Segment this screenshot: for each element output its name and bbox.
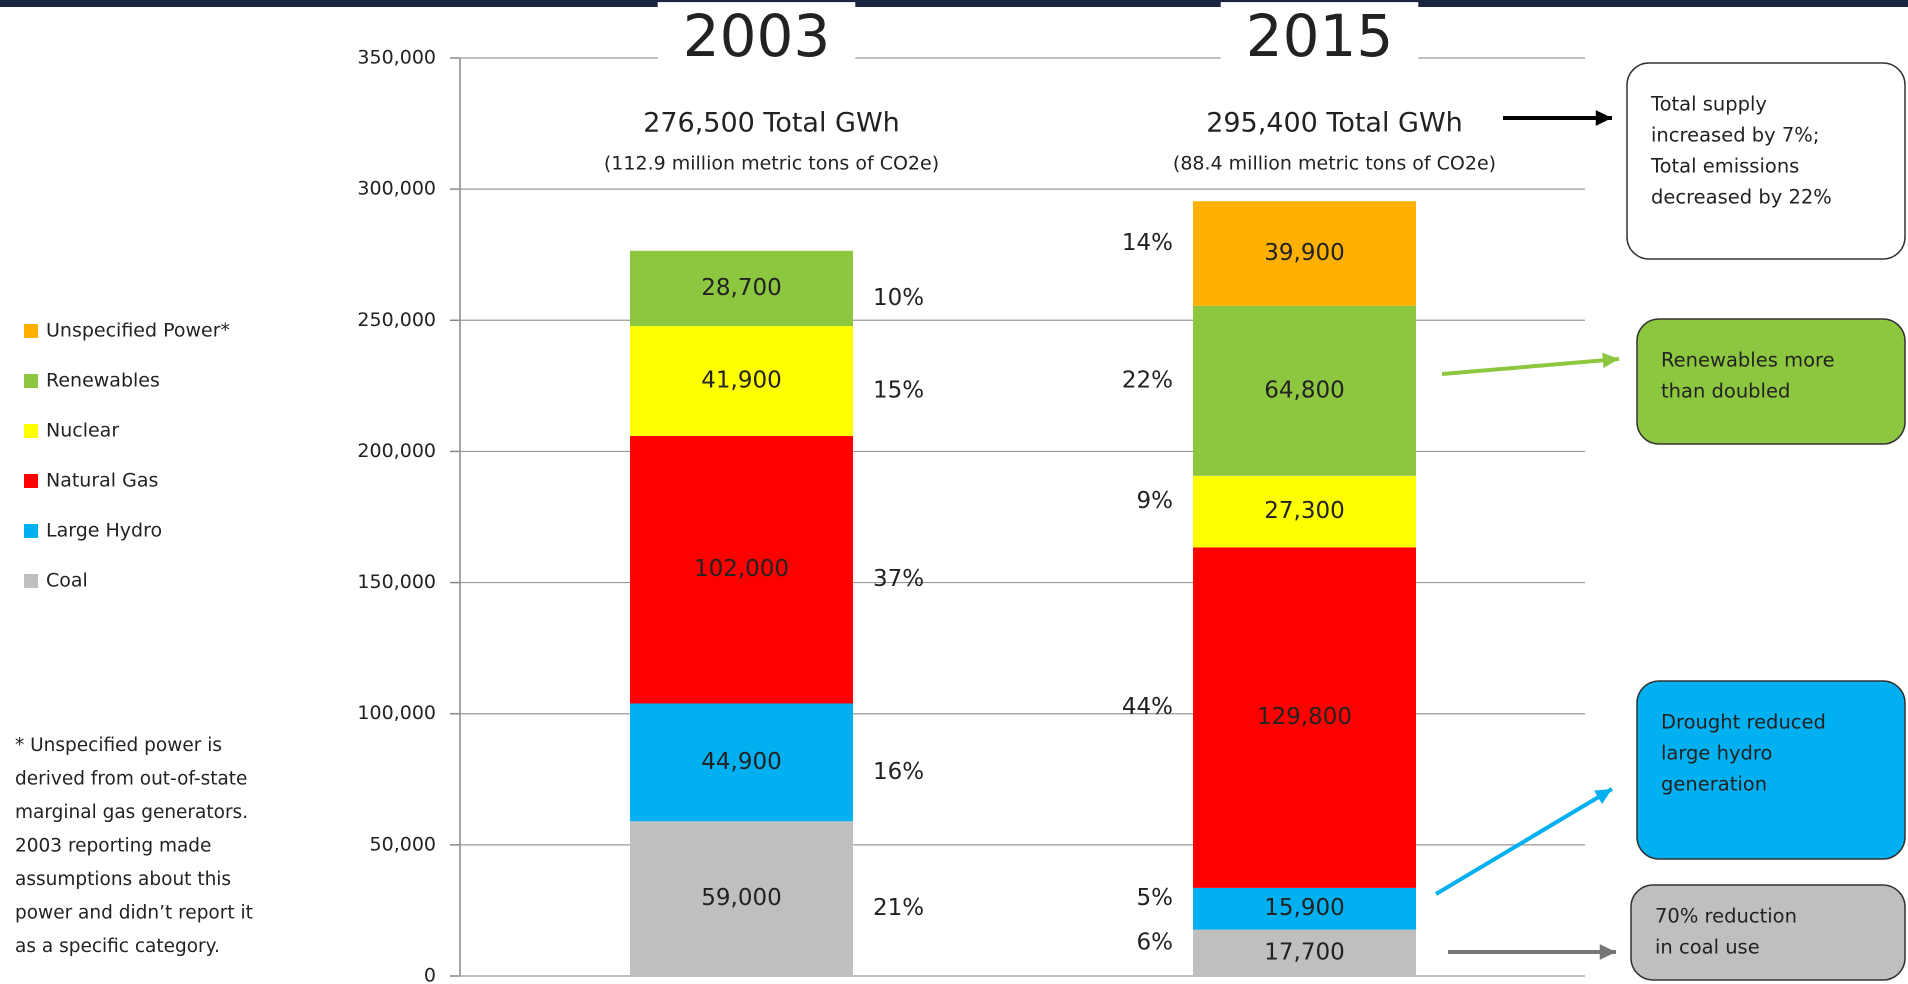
- y-tick-label: 50,000: [370, 833, 436, 855]
- annotation-text: Renewables more: [1661, 349, 1835, 372]
- bar-segment: [630, 821, 853, 976]
- value-label: 59,000: [701, 885, 781, 911]
- annotation-text: decreased by 22%: [1651, 186, 1832, 209]
- arrow-head: [1599, 944, 1616, 960]
- share-label: 21%: [873, 895, 924, 921]
- value-label: 102,000: [694, 556, 789, 582]
- y-tick-label: 350,000: [357, 47, 436, 69]
- share-label: 9%: [1137, 488, 1174, 514]
- value-label: 27,300: [1264, 498, 1344, 524]
- value-label: 39,900: [1264, 240, 1344, 266]
- annotation-box: [1636, 680, 1906, 860]
- bar-segment: [630, 250, 853, 327]
- annotation-box: [1636, 318, 1906, 445]
- arrow-head: [1594, 789, 1612, 805]
- share-label: 5%: [1137, 885, 1174, 911]
- y-tick-label: 250,000: [357, 309, 436, 331]
- bar-segment: [630, 703, 853, 822]
- value-label: 44,900: [701, 749, 781, 775]
- value-label: 41,900: [701, 368, 781, 394]
- category-subtitle: (112.9 million metric tons of CO2e): [604, 153, 939, 175]
- share-label: 15%: [873, 378, 924, 404]
- share-label: 16%: [873, 759, 924, 785]
- share-label: 22%: [1122, 367, 1173, 393]
- footnote: assumptions about this: [15, 869, 231, 890]
- category-subtitle: (88.4 million metric tons of CO2e): [1173, 153, 1496, 175]
- annotation-text: in coal use: [1655, 936, 1760, 959]
- arrow-line: [1434, 787, 1614, 896]
- category-subtitle: 276,500 Total GWh: [643, 108, 900, 139]
- top-border: [0, 0, 1908, 7]
- share-label: 14%: [1122, 230, 1173, 256]
- annotation-text: increased by 7%;: [1651, 124, 1819, 147]
- footnote: * Unspecified power is: [15, 735, 222, 756]
- bar-segment: [1193, 305, 1416, 476]
- share-label: 6%: [1137, 929, 1174, 955]
- legend-swatch: [24, 324, 38, 338]
- legend-swatch: [24, 474, 38, 488]
- category-subtitle: 295,400 Total GWh: [1206, 108, 1463, 139]
- y-tick-label: 200,000: [357, 440, 436, 462]
- legend-swatch: [24, 424, 38, 438]
- annotation-text: 70% reduction: [1655, 905, 1797, 928]
- y-tick-label: 0: [424, 965, 436, 984]
- legend-label: Nuclear: [46, 420, 119, 442]
- annotation-text: Total supply: [1650, 93, 1767, 116]
- arrow-line: [1441, 357, 1620, 376]
- value-label: 17,700: [1264, 939, 1344, 965]
- value-label: 15,900: [1264, 895, 1344, 921]
- legend-swatch: [24, 524, 38, 538]
- footnote: marginal gas generators.: [15, 802, 248, 823]
- bar-segment: [1193, 929, 1416, 976]
- legend-label: Coal: [46, 570, 88, 592]
- annotation-text: Total emissions: [1650, 155, 1799, 178]
- footnote: derived from out-of-state: [15, 769, 247, 790]
- annotation-box: [1630, 884, 1906, 981]
- annotation-text: Drought reduced: [1661, 711, 1826, 734]
- legend-label: Renewables: [46, 370, 160, 392]
- category-label: 2015: [1246, 2, 1394, 70]
- legend-label: Unspecified Power*: [46, 320, 230, 342]
- footnote: 2003 reporting made: [15, 836, 211, 857]
- bar-segment: [630, 435, 853, 704]
- share-label: 10%: [873, 285, 924, 311]
- footnote: as a specific category.: [15, 936, 220, 957]
- share-label: 37%: [873, 566, 924, 592]
- legend-label: Natural Gas: [46, 470, 158, 492]
- arrow-head: [1602, 352, 1619, 369]
- legend-label: Large Hydro: [46, 520, 162, 542]
- bar-segment: [630, 326, 853, 436]
- y-tick-label: 100,000: [357, 702, 436, 724]
- label-bg: [1220, 2, 1419, 71]
- legend-swatch: [24, 374, 38, 388]
- value-label: 129,800: [1257, 704, 1352, 730]
- annotation-text: than doubled: [1661, 380, 1790, 403]
- share-label: 44%: [1122, 694, 1173, 720]
- footnote: power and didn’t report it: [15, 903, 253, 924]
- legend-swatch: [24, 574, 38, 588]
- label-bg: [657, 2, 856, 71]
- y-tick-label: 300,000: [357, 178, 436, 200]
- annotation-box: [1626, 62, 1906, 260]
- annotation-text: generation: [1661, 773, 1767, 796]
- bar-segment: [1193, 887, 1416, 930]
- bar-segment: [1193, 547, 1416, 888]
- arrow-head: [1595, 110, 1612, 126]
- category-label: 2003: [683, 2, 831, 70]
- value-label: 64,800: [1264, 377, 1344, 403]
- bar-segment: [1193, 475, 1416, 548]
- y-tick-label: 150,000: [357, 571, 436, 593]
- bar-segment: [1193, 201, 1416, 306]
- value-label: 28,700: [701, 275, 781, 301]
- annotation-text: large hydro: [1661, 742, 1772, 765]
